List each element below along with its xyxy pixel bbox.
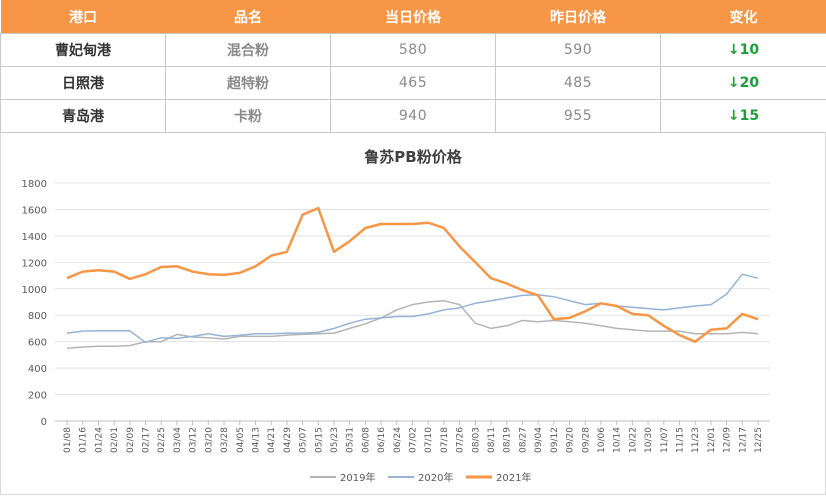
x-tick-label: 05/31 [346,427,356,453]
port-cell: 青岛港 [0,99,166,133]
x-tick-label: 08/27 [518,427,528,453]
x-tick-label: 12/25 [754,427,764,453]
y-tick-label: 1800 [22,179,47,190]
legend-label: 2021年 [496,471,531,484]
y-tick-label: 400 [28,364,47,375]
today-price-cell: 465 [330,66,496,100]
series-line-2020年 [66,273,759,344]
x-tick-label: 03/20 [204,427,214,453]
x-tick-label: 09/28 [581,427,591,453]
y-tick-label: 200 [28,391,47,402]
x-tick-label: 05/23 [330,427,340,453]
x-tick-label: 01/16 [79,427,89,453]
y-tick-label: 600 [28,338,47,349]
x-tick-label: 05/07 [299,427,309,453]
x-tick-label: 11/23 [691,427,701,453]
x-tick-label: 04/21 [267,427,277,453]
y-tick-label: 1400 [22,232,47,243]
x-tick-label: 07/10 [424,427,434,453]
product-cell: 卡粉 [165,99,331,133]
x-tick-label: 07/18 [440,427,450,453]
legend-label: 2020年 [418,471,453,484]
x-tick-label: 06/24 [393,427,403,453]
x-tick-label: 10/14 [613,427,623,453]
y-tick-label: 1600 [22,205,47,216]
header-today-price: 当日价格 [330,0,496,34]
x-tick-label: 04/13 [251,427,261,453]
x-tick-label: 03/28 [220,427,230,453]
y-tick-label: 800 [28,311,47,322]
y-tick-label: 1200 [22,258,47,269]
x-tick-label: 06/16 [377,427,387,453]
legend-label: 2019年 [340,471,375,484]
x-tick-label: 02/01 [110,427,120,453]
x-tick-label: 05/15 [314,427,324,453]
change-cell: ↓20 [660,66,826,100]
x-tick-label: 02/25 [157,427,167,453]
today-price-cell: 940 [330,99,496,133]
table-row: 曹妃甸港 混合粉 580 590 ↓10 [0,33,826,67]
table-header-row: 港口 品名 当日价格 昨日价格 变化 [0,0,826,34]
header-port: 港口 [0,0,166,34]
series-line-2019年 [66,299,759,350]
x-tick-label: 03/04 [173,427,183,453]
x-tick-label: 01/08 [63,427,73,453]
x-tick-label: 09/20 [566,427,576,453]
header-yesterday-price: 昨日价格 [495,0,661,34]
x-tick-label: 08/03 [471,427,481,453]
y-tick-label: 1000 [22,285,47,296]
x-tick-label: 04/29 [283,427,293,453]
x-tick-label: 10/22 [628,427,638,453]
x-tick-label: 12/09 [723,427,733,453]
chart-title: 鲁苏PB粉价格 [364,148,462,166]
x-tick-label: 09/12 [550,427,560,453]
x-tick-label: 01/24 [94,427,104,453]
x-tick-label: 07/26 [456,427,466,453]
price-table: 港口 品名 当日价格 昨日价格 变化 曹妃甸港 混合粉 580 590 ↓10 … [0,0,826,133]
x-tick-label: 10/06 [597,427,607,453]
x-tick-label: 12/01 [707,427,717,453]
port-cell: 日照港 [0,66,166,100]
yesterday-price-cell: 590 [495,33,661,67]
x-tick-label: 07/02 [409,427,419,453]
header-change: 变化 [660,0,826,34]
table-row: 青岛港 卡粉 940 955 ↓15 [0,99,826,133]
y-tick-label: 0 [41,417,47,428]
x-tick-label: 10/30 [644,427,654,453]
x-tick-label: 11/15 [675,427,685,453]
x-tick-label: 08/11 [487,427,497,453]
yesterday-price-cell: 955 [495,99,661,133]
x-tick-label: 02/17 [142,427,152,453]
x-tick-label: 06/08 [361,427,371,453]
x-tick-label: 04/05 [236,427,246,453]
today-price-cell: 580 [330,33,496,67]
x-tick-label: 09/04 [534,427,544,453]
x-tick-label: 08/19 [503,427,513,453]
x-tick-label: 02/09 [126,427,136,453]
x-tick-label: 12/17 [738,427,748,453]
port-cell: 曹妃甸港 [0,33,166,67]
series-line-2021年 [66,206,759,343]
x-tick-label: 11/07 [660,427,670,453]
change-cell: ↓15 [660,99,826,133]
header-product: 品名 [165,0,331,34]
x-tick-label: 03/12 [189,427,199,453]
